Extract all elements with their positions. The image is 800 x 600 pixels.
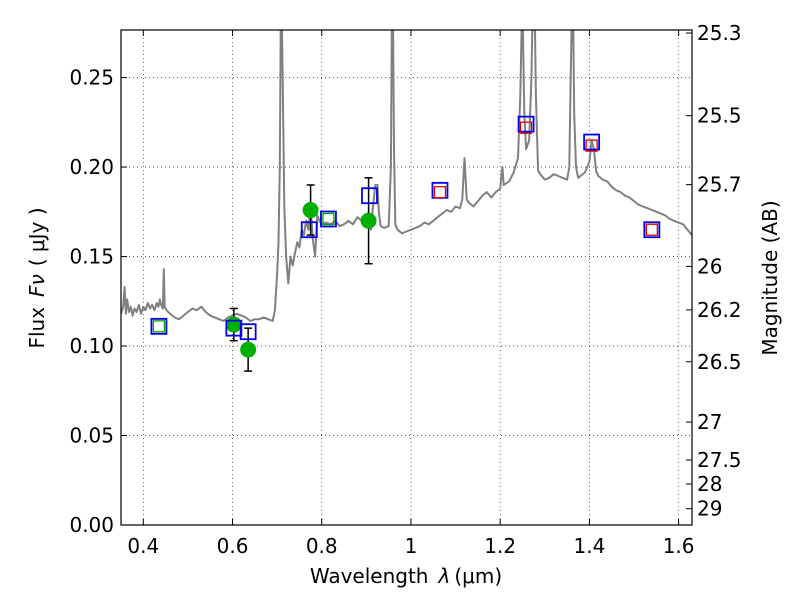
inner-square <box>433 185 447 199</box>
y2-tick-label: 29 <box>697 497 722 521</box>
observed-point <box>225 316 242 333</box>
model-square <box>320 210 337 228</box>
axis-ticks: 0.4 0.6 0.8 1 1.2 1.4 1.6 0.00 0.05 0.10 0.15 0.20 0… <box>69 21 741 558</box>
model-square <box>643 221 661 239</box>
x-tick-label: 1.6 <box>663 534 695 558</box>
grid <box>121 30 692 526</box>
y2-tick-label: 25.3 <box>697 21 742 45</box>
inner-square <box>152 320 166 333</box>
x-axis-label: Wavelength λ (μm) <box>310 564 502 588</box>
y-tick-label: 0.00 <box>69 513 114 537</box>
observed-point <box>240 341 257 358</box>
y2-tick-label: 28 <box>697 472 722 496</box>
model-square <box>239 323 257 341</box>
y2-tick-label: 27 <box>697 410 722 434</box>
x-tick-label: 0.4 <box>127 534 159 558</box>
x-tick-label: 0.6 <box>217 534 249 558</box>
model-square <box>361 187 378 205</box>
model-square <box>517 115 535 133</box>
inner-square <box>585 139 598 152</box>
y-tick-label: 0.05 <box>69 424 114 448</box>
x-tick-label: 0.8 <box>306 534 338 558</box>
model-square <box>150 317 168 335</box>
y2-tick-label: 26.5 <box>697 350 742 374</box>
y-tick-label: 0.10 <box>69 334 114 358</box>
y2-tick-label: 25.5 <box>697 104 742 128</box>
observed-point <box>360 212 377 229</box>
x-tick-label: 1.2 <box>484 534 516 558</box>
y2-tick-label: 25.7 <box>697 173 742 197</box>
y2-tick-label: 26 <box>697 254 722 278</box>
y-tick-label: 0.25 <box>69 66 114 90</box>
y-tick-label: 0.20 <box>69 155 114 179</box>
y2-tick-label: 26.2 <box>697 298 742 322</box>
y-axis-label: FluxFν( μJy ) <box>25 207 49 348</box>
inner-square <box>322 212 335 226</box>
y-tick-label: 0.15 <box>69 245 114 269</box>
model-square <box>300 221 318 239</box>
plot-area <box>121 30 692 372</box>
x-tick-label: 1 <box>405 534 418 558</box>
y2-tick-label: 27.5 <box>697 448 742 472</box>
inner-square <box>519 121 533 134</box>
inner-square <box>645 223 659 236</box>
plot-frame <box>120 29 693 526</box>
observed-point <box>302 202 319 219</box>
model-square <box>583 133 601 151</box>
x-tick-label: 1.4 <box>573 534 605 558</box>
y2-axis-label: Magnitude (AB) <box>758 200 782 355</box>
spectrum-line <box>121 30 692 322</box>
